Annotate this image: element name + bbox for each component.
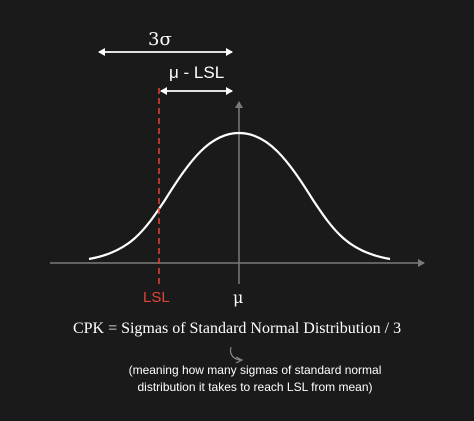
three-sigma-label: 3σ (148, 29, 172, 50)
mu-minus-lsl-label: μ - LSL (169, 63, 225, 82)
note-pointer-arrowhead (235, 356, 244, 364)
formula-note-line-1: (meaning how many sigmas of standard nor… (128, 363, 382, 377)
normal-curve (88, 131, 391, 261)
lsl-label: LSL (143, 289, 170, 306)
cpk-formula: CPK = Sigmas of Standard Normal Distribu… (72, 320, 402, 337)
note-pointer-arrow (229, 346, 241, 361)
formula-note-line-2: distribution it takes to reach LSL from … (137, 380, 373, 394)
mu-label: μ (233, 288, 244, 307)
formula-note: (meaning how many sigmas of standard nor… (0, 362, 474, 396)
